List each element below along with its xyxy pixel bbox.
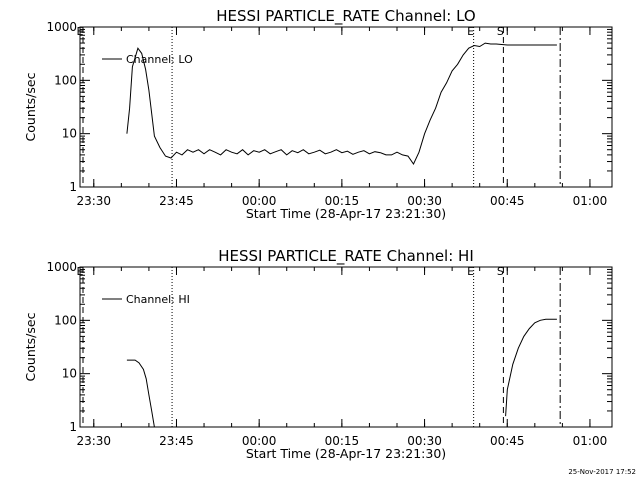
event-marker-label: E xyxy=(77,265,84,278)
plot-frame-0 xyxy=(79,26,613,188)
x-axis-label: Start Time (28-Apr-17 23:21:30) xyxy=(246,446,446,461)
y-tick-label: 1000 xyxy=(46,260,77,274)
x-axis-label: Start Time (28-Apr-17 23:21:30) xyxy=(246,206,446,221)
y-tick-label: 1 xyxy=(69,420,77,434)
series-line xyxy=(126,42,557,165)
series-line xyxy=(126,359,155,428)
x-tick-label: 23:30 xyxy=(76,434,111,448)
event-marker-label: S xyxy=(497,265,504,278)
x-tick-label: 00:45 xyxy=(490,434,525,448)
y-axis-label: Counts/sec xyxy=(23,72,38,141)
x-tick-label: 01:00 xyxy=(573,434,608,448)
x-tick-label: 00:00 xyxy=(242,434,277,448)
x-tick-label: 00:30 xyxy=(407,194,442,208)
x-tick-label: 00:30 xyxy=(407,434,442,448)
footer-timestamp: 25-Nov-2017 17:52 xyxy=(568,468,636,476)
y-axis-label: Counts/sec xyxy=(23,312,38,381)
x-tick-label: 23:45 xyxy=(159,434,194,448)
y-tick-label: 10 xyxy=(62,127,77,141)
y-tick-label: 10 xyxy=(62,367,77,381)
event-marker-label: E xyxy=(77,25,84,38)
x-tick-label: 00:15 xyxy=(325,434,360,448)
event-marker-label: E xyxy=(467,265,474,278)
chart-title: HESSI PARTICLE_RATE Channel: LO xyxy=(216,7,475,26)
series-line xyxy=(505,318,557,417)
y-tick-label: 1 xyxy=(69,180,77,194)
y-tick-label: 1000 xyxy=(46,20,77,34)
event-marker-label: S xyxy=(497,25,504,38)
y-tick-label: 100 xyxy=(54,73,77,87)
event-marker-label: E xyxy=(467,25,474,38)
x-tick-label: 00:15 xyxy=(325,194,360,208)
x-tick-label: 01:00 xyxy=(573,194,608,208)
chart-title: HESSI PARTICLE_RATE Channel: HI xyxy=(218,247,474,266)
x-tick-label: 23:30 xyxy=(76,194,111,208)
y-tick-label: 100 xyxy=(54,313,77,327)
legend-label: Channel: HI xyxy=(126,293,190,306)
x-tick-label: 00:00 xyxy=(242,194,277,208)
x-tick-label: 23:45 xyxy=(159,194,194,208)
plot-frame-1 xyxy=(79,266,613,428)
x-tick-label: 00:45 xyxy=(490,194,525,208)
